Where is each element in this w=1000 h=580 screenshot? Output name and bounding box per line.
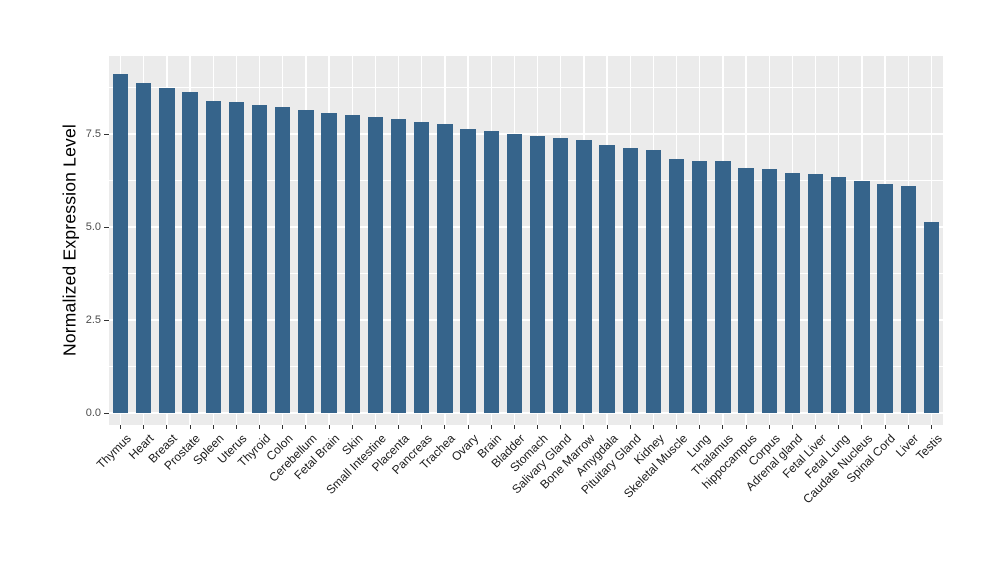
- x-tick-mark: [328, 425, 330, 429]
- y-tick-label: 0.0: [85, 406, 101, 419]
- h-gridline-minor: [109, 273, 943, 274]
- y-tick-mark: [104, 412, 109, 414]
- bar: [900, 186, 916, 413]
- x-tick-mark: [722, 425, 724, 429]
- x-tick-mark: [305, 425, 307, 429]
- bar: [205, 100, 221, 413]
- bar: [275, 107, 291, 413]
- bar: [460, 129, 476, 413]
- y-tick-mark: [104, 319, 109, 321]
- bar: [159, 87, 175, 413]
- x-tick-mark: [652, 425, 654, 429]
- h-gridline-major: [109, 226, 943, 228]
- bar: [344, 115, 360, 413]
- bar: [367, 116, 384, 413]
- x-tick-mark: [907, 425, 909, 429]
- bar: [529, 136, 546, 413]
- x-tick-mark: [235, 425, 237, 429]
- x-tick-mark: [606, 425, 608, 429]
- bar: [692, 160, 708, 413]
- y-tick-mark: [104, 133, 109, 135]
- y-tick-label: 2.5: [85, 313, 101, 326]
- x-tick-mark: [676, 425, 678, 429]
- x-tick-mark: [467, 425, 469, 429]
- y-tick-label: 5.0: [85, 220, 101, 233]
- y-axis-title: Normalized Expression Level: [59, 123, 80, 357]
- x-tick-mark: [282, 425, 284, 429]
- bar: [645, 150, 662, 413]
- h-gridline-major: [109, 319, 943, 321]
- y-tick-mark: [104, 226, 109, 228]
- bar: [298, 109, 314, 413]
- h-gridline-minor: [109, 366, 943, 367]
- bar: [553, 138, 569, 413]
- bar: [923, 221, 940, 413]
- x-tick-mark: [374, 425, 376, 429]
- x-tick-mark: [699, 425, 701, 429]
- bar: [877, 184, 893, 413]
- bar: [483, 131, 499, 413]
- bar: [136, 83, 152, 413]
- bar: [761, 168, 777, 413]
- bar: [715, 161, 731, 413]
- x-tick-mark: [884, 425, 886, 429]
- bar: [506, 134, 523, 413]
- x-tick-mark: [421, 425, 423, 429]
- x-tick-mark: [537, 425, 539, 429]
- bar: [599, 145, 615, 413]
- bar: [112, 74, 129, 413]
- h-gridline-major: [109, 412, 943, 414]
- x-tick-mark: [583, 425, 585, 429]
- bar: [807, 174, 824, 413]
- x-tick-mark: [629, 425, 631, 429]
- x-tick-mark: [212, 425, 214, 429]
- x-tick-mark: [351, 425, 353, 429]
- bar: [622, 148, 638, 413]
- x-tick-mark: [745, 425, 747, 429]
- x-tick-mark: [815, 425, 817, 429]
- bar: [784, 173, 801, 413]
- bar: [228, 102, 245, 413]
- bar: [182, 91, 198, 413]
- x-tick-mark: [560, 425, 562, 429]
- bar: [831, 177, 847, 413]
- x-tick-mark: [768, 425, 770, 429]
- x-tick-label: Testis: [913, 431, 945, 463]
- x-tick-mark: [120, 425, 122, 429]
- x-tick-mark: [259, 425, 261, 429]
- x-tick-mark: [930, 425, 932, 429]
- bar: [854, 180, 870, 413]
- bar: [321, 113, 337, 413]
- h-gridline-minor: [109, 87, 943, 88]
- x-tick-mark: [166, 425, 168, 429]
- x-tick-mark: [513, 425, 515, 429]
- x-tick-mark: [861, 425, 863, 429]
- x-tick-mark: [189, 425, 191, 429]
- x-tick-mark: [490, 425, 492, 429]
- bar: [738, 168, 754, 413]
- bar: [668, 159, 685, 413]
- bar: [390, 119, 407, 413]
- bar: [437, 123, 453, 413]
- x-tick-mark: [444, 425, 446, 429]
- x-tick-mark: [143, 425, 145, 429]
- plot-panel: [109, 56, 943, 425]
- h-gridline-major: [109, 133, 943, 135]
- y-tick-label: 7.5: [85, 127, 101, 140]
- x-tick-mark: [838, 425, 840, 429]
- x-tick-mark: [791, 425, 793, 429]
- bar: [414, 122, 430, 413]
- bar: [251, 105, 268, 413]
- bar: [576, 139, 592, 413]
- x-tick-mark: [398, 425, 400, 429]
- h-gridline-minor: [109, 180, 943, 181]
